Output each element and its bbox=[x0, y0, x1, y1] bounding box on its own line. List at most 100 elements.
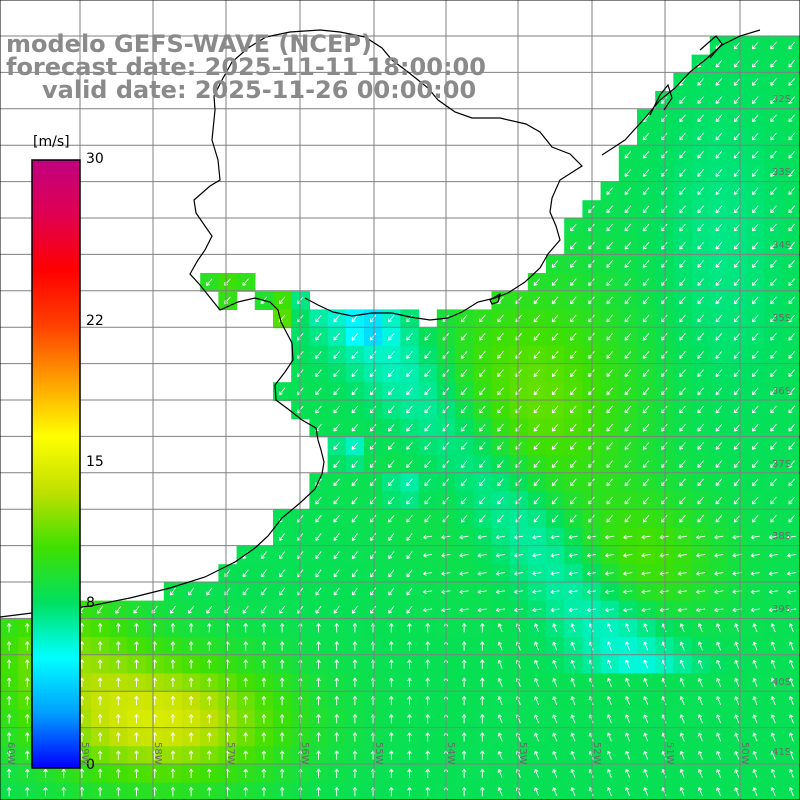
wind-arrow bbox=[625, 750, 631, 760]
wind-arrow bbox=[734, 732, 740, 742]
wind-arrow bbox=[642, 442, 650, 450]
wind-arrow bbox=[788, 787, 794, 797]
wind-arrow bbox=[660, 460, 668, 469]
lon-label: 53W bbox=[517, 742, 528, 765]
wind-arrow bbox=[679, 714, 685, 724]
wind-arrow bbox=[696, 534, 706, 540]
wind-arrow bbox=[551, 351, 559, 359]
wind-arrow bbox=[623, 607, 633, 613]
wind-arrow bbox=[606, 369, 613, 378]
wind-arrow bbox=[389, 659, 394, 669]
wind-arrow bbox=[169, 605, 176, 614]
wind-arrow bbox=[752, 696, 758, 706]
wind-arrow bbox=[369, 478, 377, 487]
wind-arrow bbox=[751, 132, 759, 141]
wind-arrow bbox=[534, 641, 540, 651]
lon-label: 57W bbox=[225, 742, 236, 765]
wind-arrow bbox=[642, 132, 650, 141]
wind-arrow bbox=[659, 589, 669, 595]
wind-arrow bbox=[715, 296, 723, 305]
wind-arrow bbox=[134, 659, 139, 669]
wind-arrow bbox=[751, 150, 759, 159]
wind-arrow bbox=[406, 478, 413, 487]
wind-arrow bbox=[679, 351, 686, 359]
wind-arrow bbox=[369, 405, 377, 414]
wind-arrow bbox=[425, 768, 430, 778]
wind-arrow bbox=[333, 351, 340, 359]
wind-arrow bbox=[752, 750, 758, 760]
wind-arrow bbox=[660, 351, 668, 359]
wind-arrow bbox=[660, 96, 668, 105]
wind-arrow bbox=[550, 589, 560, 595]
wind-arrow bbox=[715, 78, 723, 86]
wind-arrow bbox=[170, 659, 176, 669]
wind-arrow bbox=[642, 260, 650, 268]
wind-arrow bbox=[788, 405, 795, 414]
wind-arrow bbox=[770, 496, 777, 505]
wind-arrow bbox=[697, 387, 704, 396]
wind-arrow bbox=[551, 278, 559, 287]
wind-arrow bbox=[770, 114, 777, 123]
wind-arrow bbox=[770, 677, 776, 687]
wind-arrow bbox=[478, 387, 486, 396]
wind-arrow bbox=[770, 514, 777, 523]
wind-arrow bbox=[351, 551, 358, 560]
wind-arrow bbox=[551, 496, 559, 505]
wind-arrow bbox=[697, 478, 704, 487]
wind-arrow bbox=[388, 569, 395, 578]
wind-arrow bbox=[733, 351, 741, 359]
wind-arrow bbox=[788, 96, 795, 105]
wind-arrow bbox=[715, 260, 723, 268]
wind-arrow bbox=[389, 641, 394, 651]
wind-arrow bbox=[750, 571, 760, 576]
wind-arrow bbox=[770, 96, 777, 105]
wind-arrow bbox=[624, 423, 632, 432]
wind-arrow bbox=[715, 332, 723, 341]
wind-arrow bbox=[25, 732, 30, 742]
lat-label: 38S bbox=[772, 531, 792, 542]
wind-arrow bbox=[424, 387, 431, 396]
wind-arrow bbox=[715, 423, 723, 432]
wind-arrow bbox=[407, 641, 412, 651]
wind-arrow bbox=[534, 787, 540, 797]
wind-arrow bbox=[788, 732, 794, 742]
wind-arrow bbox=[461, 677, 467, 687]
wind-arrow bbox=[533, 369, 541, 378]
wind-arrow bbox=[425, 659, 430, 669]
wind-arrow bbox=[334, 695, 339, 706]
wind-arrow bbox=[570, 714, 576, 724]
wind-arrow bbox=[387, 478, 395, 487]
wind-arrow bbox=[733, 187, 741, 196]
wind-arrow bbox=[679, 768, 685, 778]
wind-arrow bbox=[315, 369, 322, 378]
wind-arrow bbox=[552, 659, 558, 669]
wind-arrow bbox=[660, 169, 668, 177]
wind-arrow bbox=[261, 732, 267, 742]
wind-arrow bbox=[478, 514, 486, 523]
wind-arrow bbox=[569, 241, 577, 250]
wind-arrow bbox=[116, 659, 121, 669]
wind-arrow bbox=[659, 571, 669, 576]
wind-arrow bbox=[642, 514, 650, 523]
wind-arrow bbox=[768, 571, 778, 576]
wind-arrow bbox=[679, 96, 686, 105]
wind-arrow bbox=[389, 786, 394, 797]
wind-arrow bbox=[369, 332, 377, 341]
wind-arrow bbox=[424, 351, 431, 359]
wind-arrow bbox=[642, 223, 650, 232]
wind-arrow bbox=[460, 351, 468, 359]
wind-arrow bbox=[459, 607, 469, 613]
colorbar-tick-0: 0 bbox=[86, 757, 95, 773]
lon-label: 55W bbox=[373, 742, 384, 765]
wind-arrow bbox=[351, 442, 359, 450]
wind-arrow bbox=[751, 496, 759, 505]
wind-arrow bbox=[533, 351, 541, 359]
wind-arrow bbox=[642, 478, 650, 487]
wind-arrow bbox=[334, 786, 339, 797]
wind-arrow bbox=[97, 677, 103, 687]
wind-arrow bbox=[606, 260, 613, 268]
wind-arrow bbox=[770, 787, 776, 797]
wind-arrow bbox=[188, 695, 194, 706]
wind-arrow bbox=[643, 641, 649, 651]
colorbar-tick-22: 22 bbox=[86, 312, 104, 329]
